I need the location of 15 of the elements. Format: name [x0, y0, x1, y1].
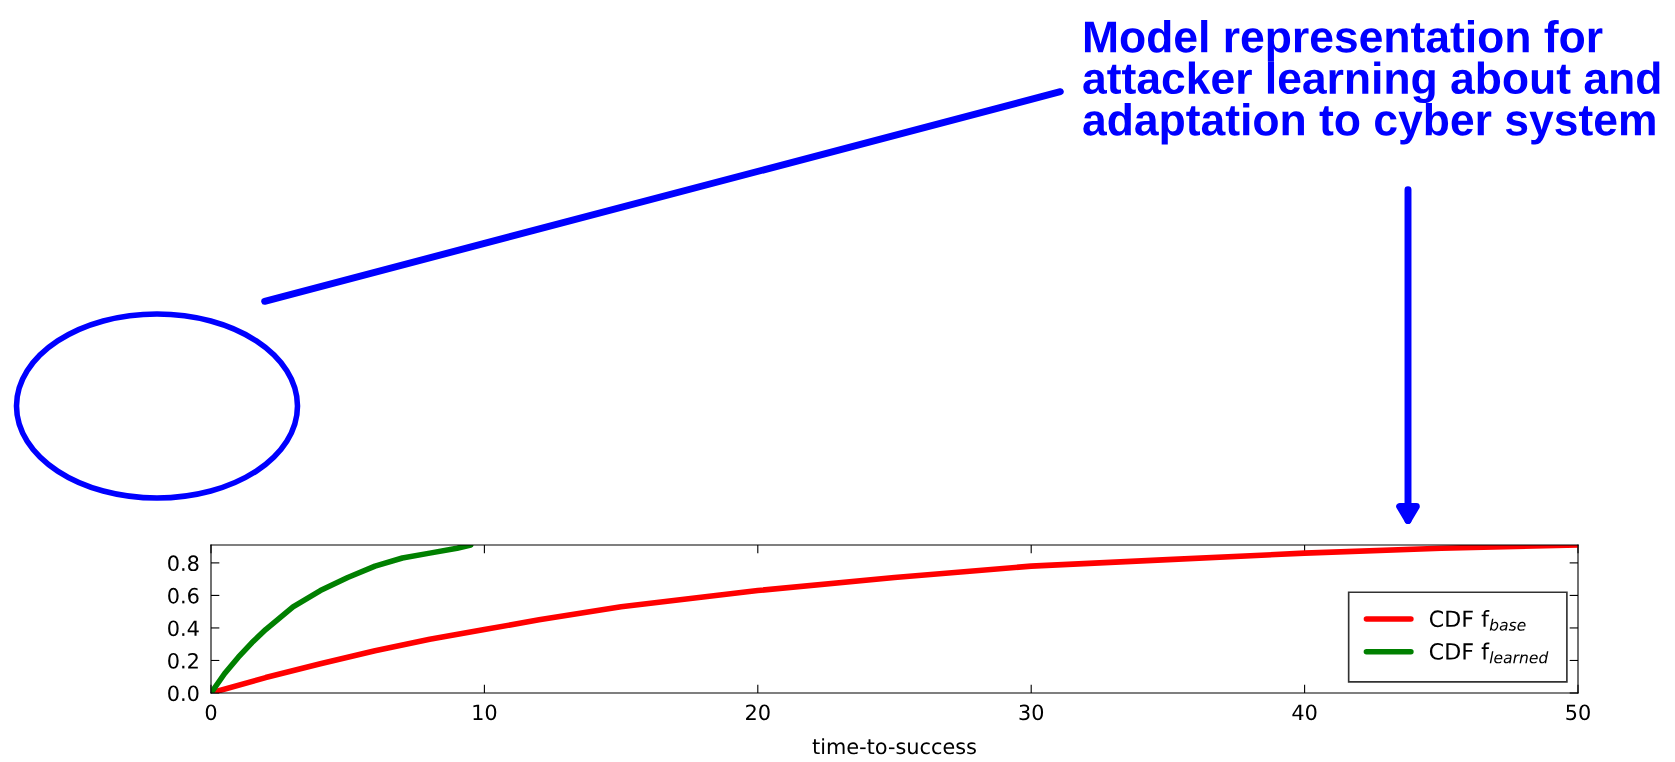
x-tick-label: 30: [1019, 704, 1044, 721]
y-tick-label: 0.6: [168, 587, 199, 604]
legend-label: CDF f$_{base}$: [1429, 609, 1526, 631]
x-tick-label: 50: [1566, 704, 1590, 721]
text: Model representation for attacker learning about and adaptation to cyber system: [1083, 20, 1660, 145]
y-tick-label: 0.4: [168, 620, 199, 637]
y-tick-label: 0.8: [168, 555, 199, 572]
y-tick-label: 0.0: [168, 685, 199, 702]
x-tick-label: 20: [746, 704, 770, 721]
y-tick-label: 0.2: [168, 652, 198, 669]
x-tick-label: 40: [1292, 704, 1317, 721]
x-axis-title: time-to-success: [812, 738, 976, 755]
x-tick-label: 10: [473, 704, 497, 721]
legend-label: CDF f$_{learned}$: [1429, 642, 1549, 664]
x-tick-label: 0: [205, 704, 217, 721]
